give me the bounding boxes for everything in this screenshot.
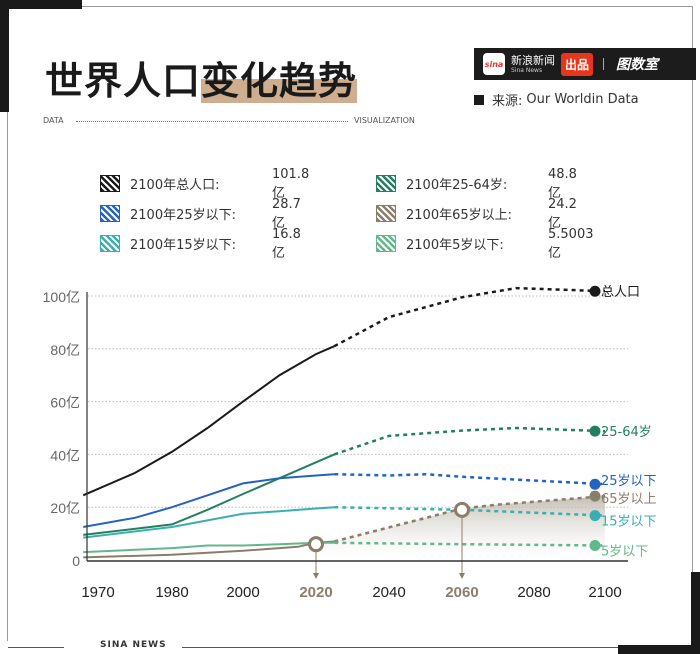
series-end-label: 15岁以下 xyxy=(601,515,657,530)
series-line-projection xyxy=(334,541,606,547)
series-line-projection xyxy=(334,505,606,517)
sina-logo-icon: sina xyxy=(483,53,505,75)
x-tick-label: 2020 xyxy=(299,584,332,601)
highlight-marker xyxy=(308,536,324,553)
y-tick-label: 60亿 xyxy=(50,395,80,411)
page-title: 世界人口变化趋势 xyxy=(45,50,358,105)
series-end-dot xyxy=(589,425,601,437)
series-lines: 总人口 25-64岁 25岁以下 65岁以上 15岁以下 5岁以下 xyxy=(82,285,657,559)
grid xyxy=(88,295,628,508)
legend-label: 2100年5岁以下: xyxy=(406,238,504,253)
x-tick-label: 2080 xyxy=(517,584,550,601)
legend-swatch-icon xyxy=(100,175,120,192)
legend-item: 2100年25-64岁: 48.8亿 xyxy=(376,167,577,201)
series-end-label: 总人口 xyxy=(601,285,640,300)
title-plain: 世界人口 xyxy=(45,59,202,103)
series-end-label: 25-64岁 xyxy=(601,425,652,440)
y-tick-label: 20亿 xyxy=(50,500,80,516)
series-end-label: 25岁以下 xyxy=(601,474,657,489)
x-tick-label: 2060 xyxy=(445,584,478,601)
x-tick-label: 1980 xyxy=(155,584,188,601)
legend-item: 2100年65岁以上: 24.2亿 xyxy=(376,197,577,231)
produce-badge: 出品 xyxy=(561,52,594,76)
legend-label: 2100年65岁以上: xyxy=(406,208,513,223)
brand-name-en: Sina News xyxy=(511,66,543,74)
axes: 0 20亿 40亿 60亿 80亿 100亿 1970 1980 2000 2020 2040 206… xyxy=(43,289,628,601)
series-line-projection xyxy=(333,426,606,456)
footer-label: SINA NEWS xyxy=(100,640,167,650)
series-end-label: 5岁以下 xyxy=(601,544,648,559)
series-line-solid xyxy=(83,506,335,539)
legend-item: 2100年15岁以下: 16.8亿 xyxy=(100,227,301,261)
source-label: 来源: xyxy=(492,94,523,109)
visualization-label: VISUALIZATION xyxy=(354,116,415,125)
legend-swatch-icon xyxy=(100,235,120,252)
footer-line xyxy=(182,647,618,648)
legend-value: 5.5003亿 xyxy=(548,226,594,261)
series-end-dot xyxy=(589,539,601,551)
dotted-divider xyxy=(76,121,348,122)
series-end-dot xyxy=(589,478,601,490)
y-tick-label: 0 xyxy=(72,553,80,569)
brand-bar: sina 新浪新闻 Sina News 出品 图数室 xyxy=(474,48,696,80)
footer-line xyxy=(8,647,64,648)
series-end-dot xyxy=(589,285,601,297)
source: 来源: Our Worldin Data xyxy=(474,90,639,109)
projection-area xyxy=(316,496,605,560)
brand-name: 新浪新闻 Sina News xyxy=(511,55,555,74)
legend-value: 16.8亿 xyxy=(272,226,301,261)
legend-swatch-icon xyxy=(376,205,396,222)
square-icon xyxy=(474,94,484,105)
legend-value: 28.7亿 xyxy=(272,196,301,231)
legend-item: 2100年5岁以下: 5.5003亿 xyxy=(376,227,594,261)
divider xyxy=(603,58,605,70)
corner-decoration xyxy=(0,0,82,9)
x-tick-label: 1970 xyxy=(81,584,114,601)
arrow-head-icon xyxy=(459,573,465,579)
series-line-projection xyxy=(333,286,606,348)
legend-value: 48.8亿 xyxy=(548,166,577,201)
series-end-dot xyxy=(589,490,601,502)
series-end-dot xyxy=(589,510,601,522)
legend-label: 2100年15岁以下: xyxy=(130,238,237,253)
x-tick-label: 2100 xyxy=(588,584,621,601)
legend-swatch-icon xyxy=(376,235,396,252)
series-line-solid xyxy=(82,345,335,497)
y-tick-label: 100亿 xyxy=(43,289,80,305)
x-tick-label: 2040 xyxy=(372,584,405,601)
brand-name-cn: 新浪新闻 xyxy=(511,53,555,67)
y-tick-label: 40亿 xyxy=(50,447,80,463)
series-line-projection xyxy=(333,494,606,543)
legend-label: 2100年25岁以下: xyxy=(130,208,237,223)
legend-item: 2100年总人口: 101.8亿 xyxy=(100,167,309,201)
arrow-head-icon xyxy=(313,573,319,579)
legend-swatch-icon xyxy=(100,205,120,222)
legend-value: 24.2亿 xyxy=(548,196,577,231)
series-line-solid xyxy=(83,453,335,536)
area xyxy=(316,496,605,560)
title-highlight: 变化趋势 xyxy=(201,59,358,103)
partner-logo: 图数室 xyxy=(616,57,659,73)
corner-decoration xyxy=(0,0,9,112)
legend-item: 2100年25岁以下: 28.7亿 xyxy=(100,197,301,231)
corner-decoration xyxy=(691,572,700,654)
series-line-solid xyxy=(83,473,335,528)
highlight-marker xyxy=(454,501,470,518)
corner-decoration xyxy=(618,645,700,654)
annotations xyxy=(308,501,470,579)
legend-label: 2100年总人口: xyxy=(130,178,220,193)
y-tick-label: 80亿 xyxy=(50,342,80,358)
frame xyxy=(7,6,693,641)
series-line-projection xyxy=(334,472,606,486)
source-value: Our Worldin Data xyxy=(526,92,639,107)
x-tick-label: 2000 xyxy=(226,584,259,601)
legend-swatch-icon xyxy=(376,175,396,192)
series-end-label: 65岁以上 xyxy=(601,492,657,507)
legend-label: 2100年25-64岁: xyxy=(406,178,508,193)
legend-value: 101.8亿 xyxy=(272,166,310,201)
data-label: DATA xyxy=(43,116,64,125)
